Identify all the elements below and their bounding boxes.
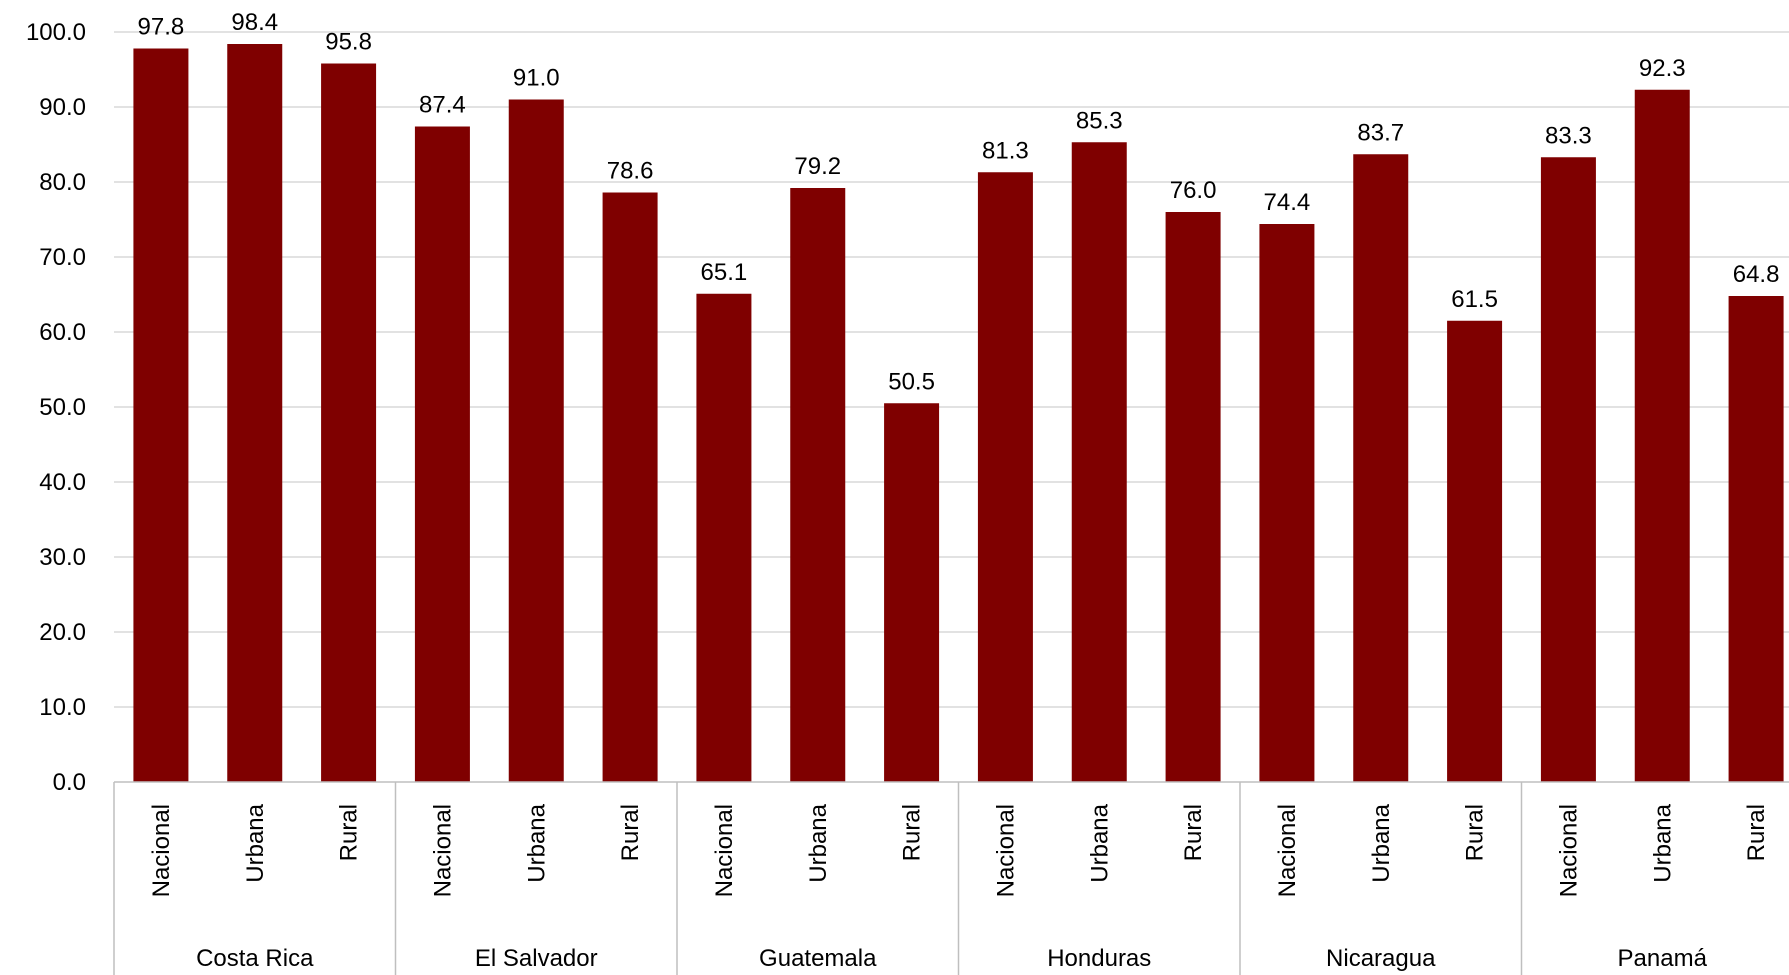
data-label: 79.2 (794, 153, 841, 180)
bar (1447, 320, 1503, 782)
x-axis (113, 781, 1789, 975)
data-label: 87.4 (419, 92, 466, 119)
bar (1071, 142, 1127, 782)
bar (1165, 212, 1221, 782)
group-label: El Salvador (475, 945, 598, 972)
x-tick-label: Urbana (523, 803, 550, 882)
group-label: Nicaragua (1326, 945, 1436, 972)
gridlines (114, 31, 1789, 708)
bar (602, 192, 658, 782)
y-tick-label: 70.0 (39, 244, 86, 271)
y-tick-label: 90.0 (39, 94, 86, 121)
x-tick-label: Urbana (1649, 803, 1676, 882)
y-axis-ticks: 0.0 10.0 20.0 30.0 40.0 50.0 60.0 70.0 80.0 90.0 1… (26, 19, 86, 796)
data-label: 95.8 (325, 29, 372, 56)
data-label: 65.1 (701, 259, 748, 286)
bar (1540, 157, 1596, 782)
x-tick-label: Rural (617, 804, 644, 861)
bars (133, 44, 1784, 782)
y-tick-label: 80.0 (39, 169, 86, 196)
data-labels: 97.8 98.4 95.8 87.4 91.0 78.6 65.1 79.2 50.5 81.3… (138, 9, 1780, 395)
bar (1728, 296, 1784, 782)
data-label: 92.3 (1639, 55, 1686, 82)
y-tick-label: 40.0 (39, 469, 86, 496)
x-tick-label: Rural (1462, 804, 1489, 861)
x-tick-label: Urbana (1086, 803, 1113, 882)
bar (977, 172, 1033, 782)
data-label: 83.3 (1545, 122, 1592, 149)
data-label: 85.3 (1076, 107, 1123, 134)
y-tick-label: 0.0 (53, 769, 86, 796)
bar (696, 293, 752, 782)
x-tick-label: Nacional (429, 804, 456, 897)
data-label: 98.4 (231, 9, 278, 36)
data-label: 64.8 (1733, 261, 1780, 288)
bar (508, 99, 564, 782)
x-tick-label: Nacional (711, 804, 738, 897)
data-label: 74.4 (1264, 189, 1311, 216)
x-tick-label: Urbana (805, 803, 832, 882)
bar (1353, 154, 1409, 782)
data-label: 83.7 (1357, 119, 1404, 146)
bar (321, 63, 377, 782)
x-tick-label: Rural (1743, 804, 1770, 861)
group-labels: Costa Rica El Salvador Guatemala Honduras Ni… (196, 945, 1708, 972)
x-tick-label: Rural (1180, 804, 1207, 861)
y-tick-label: 30.0 (39, 544, 86, 571)
x-tick-label: Nacional (1274, 804, 1301, 897)
group-label: Costa Rica (196, 945, 314, 972)
y-tick-label: 60.0 (39, 319, 86, 346)
data-label: 91.0 (513, 65, 560, 92)
y-tick-label: 100.0 (26, 19, 86, 46)
x-tick-label: Urbana (242, 803, 269, 882)
data-label: 81.3 (982, 137, 1029, 164)
bar (414, 126, 470, 782)
bar (1259, 224, 1315, 782)
x-tick-label: Nacional (992, 804, 1019, 897)
y-tick-label: 10.0 (39, 694, 86, 721)
bar (227, 44, 283, 782)
data-label: 50.5 (888, 368, 935, 395)
data-label: 78.6 (607, 158, 654, 185)
bar (133, 48, 189, 782)
x-tick-label: Rural (336, 804, 363, 861)
group-label: Honduras (1047, 945, 1151, 972)
x-tick-label: Nacional (1555, 804, 1582, 897)
x-tick-label: Urbana (1368, 803, 1395, 882)
data-label: 97.8 (138, 14, 185, 41)
bar (1634, 89, 1690, 782)
data-label: 61.5 (1451, 286, 1498, 313)
x-tick-label: Nacional (148, 804, 175, 897)
x-tick-label: Rural (899, 804, 926, 861)
data-label: 76.0 (1170, 177, 1217, 204)
bar (884, 403, 940, 782)
category-labels: Nacional Urbana Rural Nacional Urbana Rural Na… (148, 803, 1770, 897)
y-tick-label: 20.0 (39, 619, 86, 646)
bar (790, 188, 846, 782)
group-label: Guatemala (759, 945, 877, 972)
y-tick-label: 50.0 (39, 394, 86, 421)
group-label: Panamá (1618, 945, 1708, 972)
